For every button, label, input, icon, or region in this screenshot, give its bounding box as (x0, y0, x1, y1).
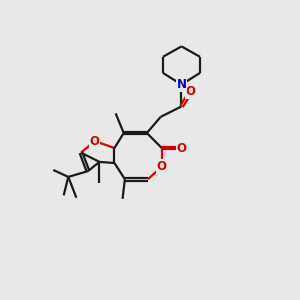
Text: O: O (186, 85, 196, 98)
Text: O: O (176, 142, 187, 154)
Text: O: O (157, 160, 167, 173)
Text: O: O (90, 135, 100, 148)
Text: N: N (176, 78, 187, 91)
